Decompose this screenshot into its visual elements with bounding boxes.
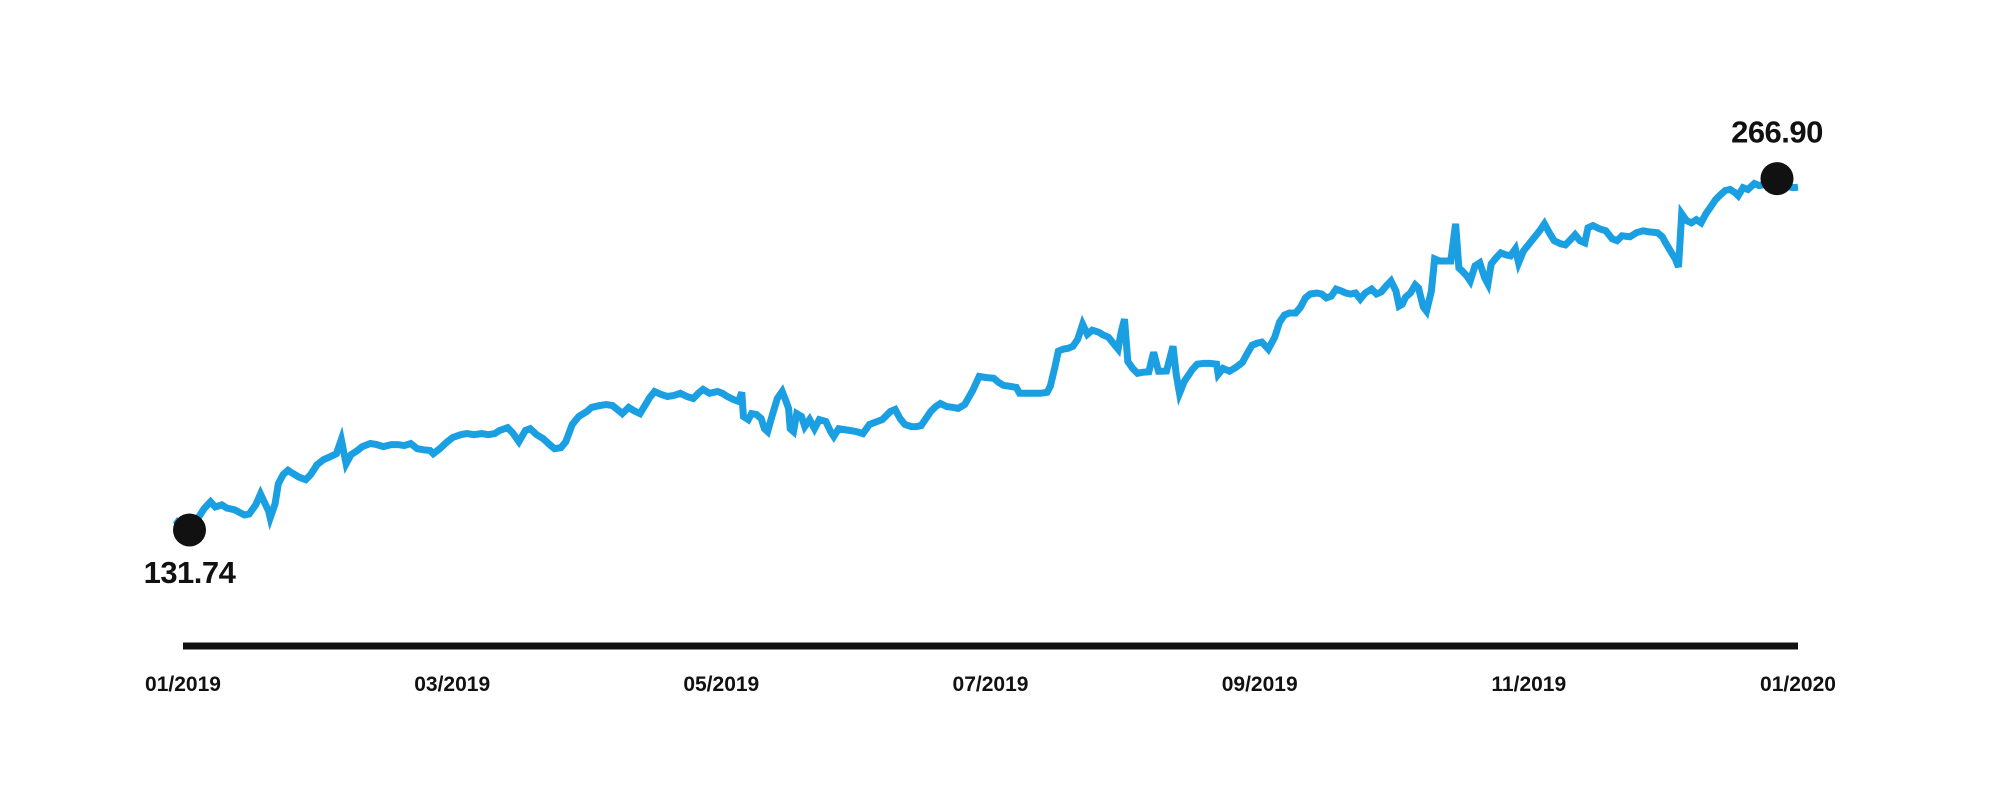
x-axis-label: 01/2020 [1760, 673, 1836, 696]
x-axis-label: 07/2019 [953, 673, 1029, 696]
end-marker-dot [1760, 162, 1794, 196]
price-line-series [172, 173, 1799, 535]
x-axis-label: 09/2019 [1222, 673, 1298, 696]
x-axis-label: 01/2019 [145, 673, 221, 696]
x-axis-label: 05/2019 [683, 673, 759, 696]
start-value-label: 131.74 [144, 555, 237, 590]
start-marker-dot [173, 513, 206, 547]
x-axis-label: 11/2019 [1491, 673, 1566, 696]
x-axis-labels: 01/2019 03/2019 05/2019 07/2019 09/2019 11/20… [145, 673, 1836, 696]
end-value-label: 266.90 [1731, 115, 1823, 150]
x-axis-label: 03/2019 [414, 673, 490, 696]
